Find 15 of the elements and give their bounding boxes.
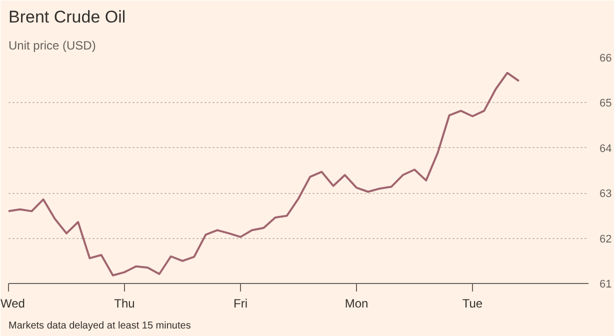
x-tick-label: Mon [344,296,368,310]
y-tick-label: 65 [600,98,612,110]
y-tick-label: 64 [600,142,612,155]
y-tick-label: 66 [600,52,612,64]
x-tick-label: Tue [462,296,483,310]
x-tick-label: Thu [114,296,135,310]
chart-title: Brent Crude Oil [8,8,126,26]
x-tick-label: Fri [234,296,248,310]
y-tick-label: 63 [600,188,612,200]
y-tick-label: 61 [600,278,612,290]
chart-subtitle: Unit price (USD) [8,38,96,52]
text: Markets data delayed at least 15 minutes [8,320,191,332]
line-series [8,72,520,276]
x-tick-label: Wed [0,296,25,310]
y-tick-label: 62 [600,233,612,246]
